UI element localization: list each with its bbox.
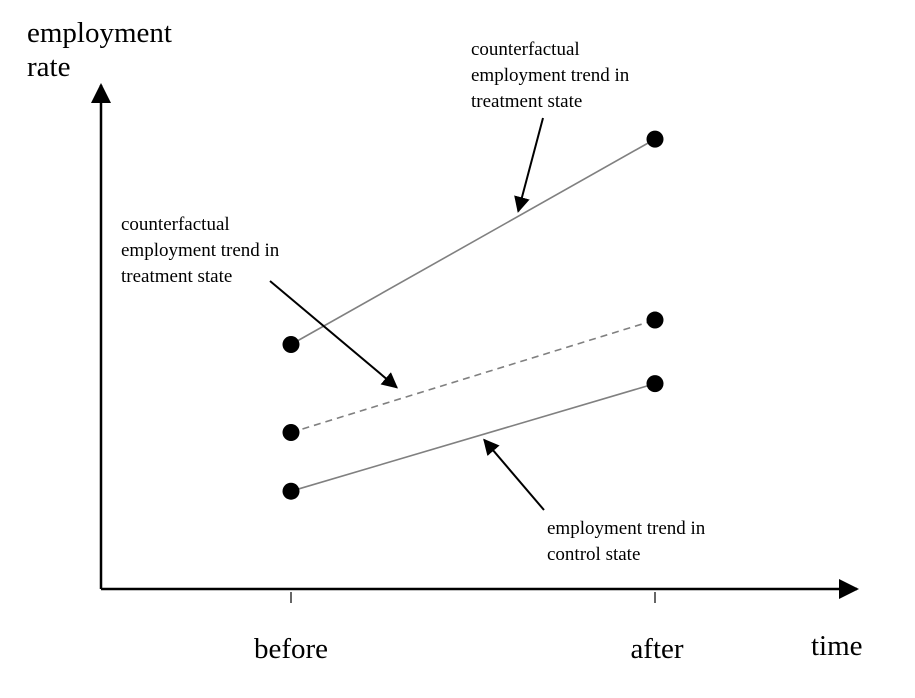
annotation-line: counterfactual xyxy=(121,214,230,235)
series-line-2 xyxy=(290,319,656,434)
data-point-series-1-after xyxy=(646,130,664,148)
annotation-counterfactual-top: counterfactual employment trend in treat… xyxy=(471,37,629,115)
annotation-line: control state xyxy=(547,544,641,565)
annotation-line: treatment state xyxy=(471,91,583,112)
annotation-line: employment trend in xyxy=(121,240,280,261)
data-point-series-2-after xyxy=(646,311,664,329)
annotation-line: treatment state xyxy=(121,266,233,287)
series-line-3 xyxy=(290,382,656,492)
series-line-1 xyxy=(290,138,656,346)
data-point-series-3-after xyxy=(646,375,664,393)
annotation-counterfactual-middle: counterfactual employment trend in treat… xyxy=(121,212,279,290)
annotation-control-state: employment trend in control state xyxy=(547,516,705,568)
annotation-arrow-1 xyxy=(514,117,544,213)
annotation-line: counterfactual xyxy=(471,39,580,60)
data-point-series-3-before xyxy=(282,482,300,500)
annotation-arrow-3 xyxy=(483,438,545,511)
y-axis-label-line-2: rate xyxy=(27,51,71,83)
data-point-series-2-before xyxy=(282,424,300,442)
x-tick-label-before: before xyxy=(253,633,329,665)
annotation-arrow-2 xyxy=(269,280,398,389)
data-point-series-1-before xyxy=(282,336,300,353)
y-axis-label: employment rate xyxy=(27,16,172,84)
annotation-line: employment trend in xyxy=(471,65,630,86)
x-tick-label-after: after xyxy=(630,633,684,665)
annotation-line: employment trend in xyxy=(547,518,706,539)
x-axis-label: time xyxy=(811,630,863,662)
y-axis-label-line-1: employment xyxy=(27,17,172,49)
